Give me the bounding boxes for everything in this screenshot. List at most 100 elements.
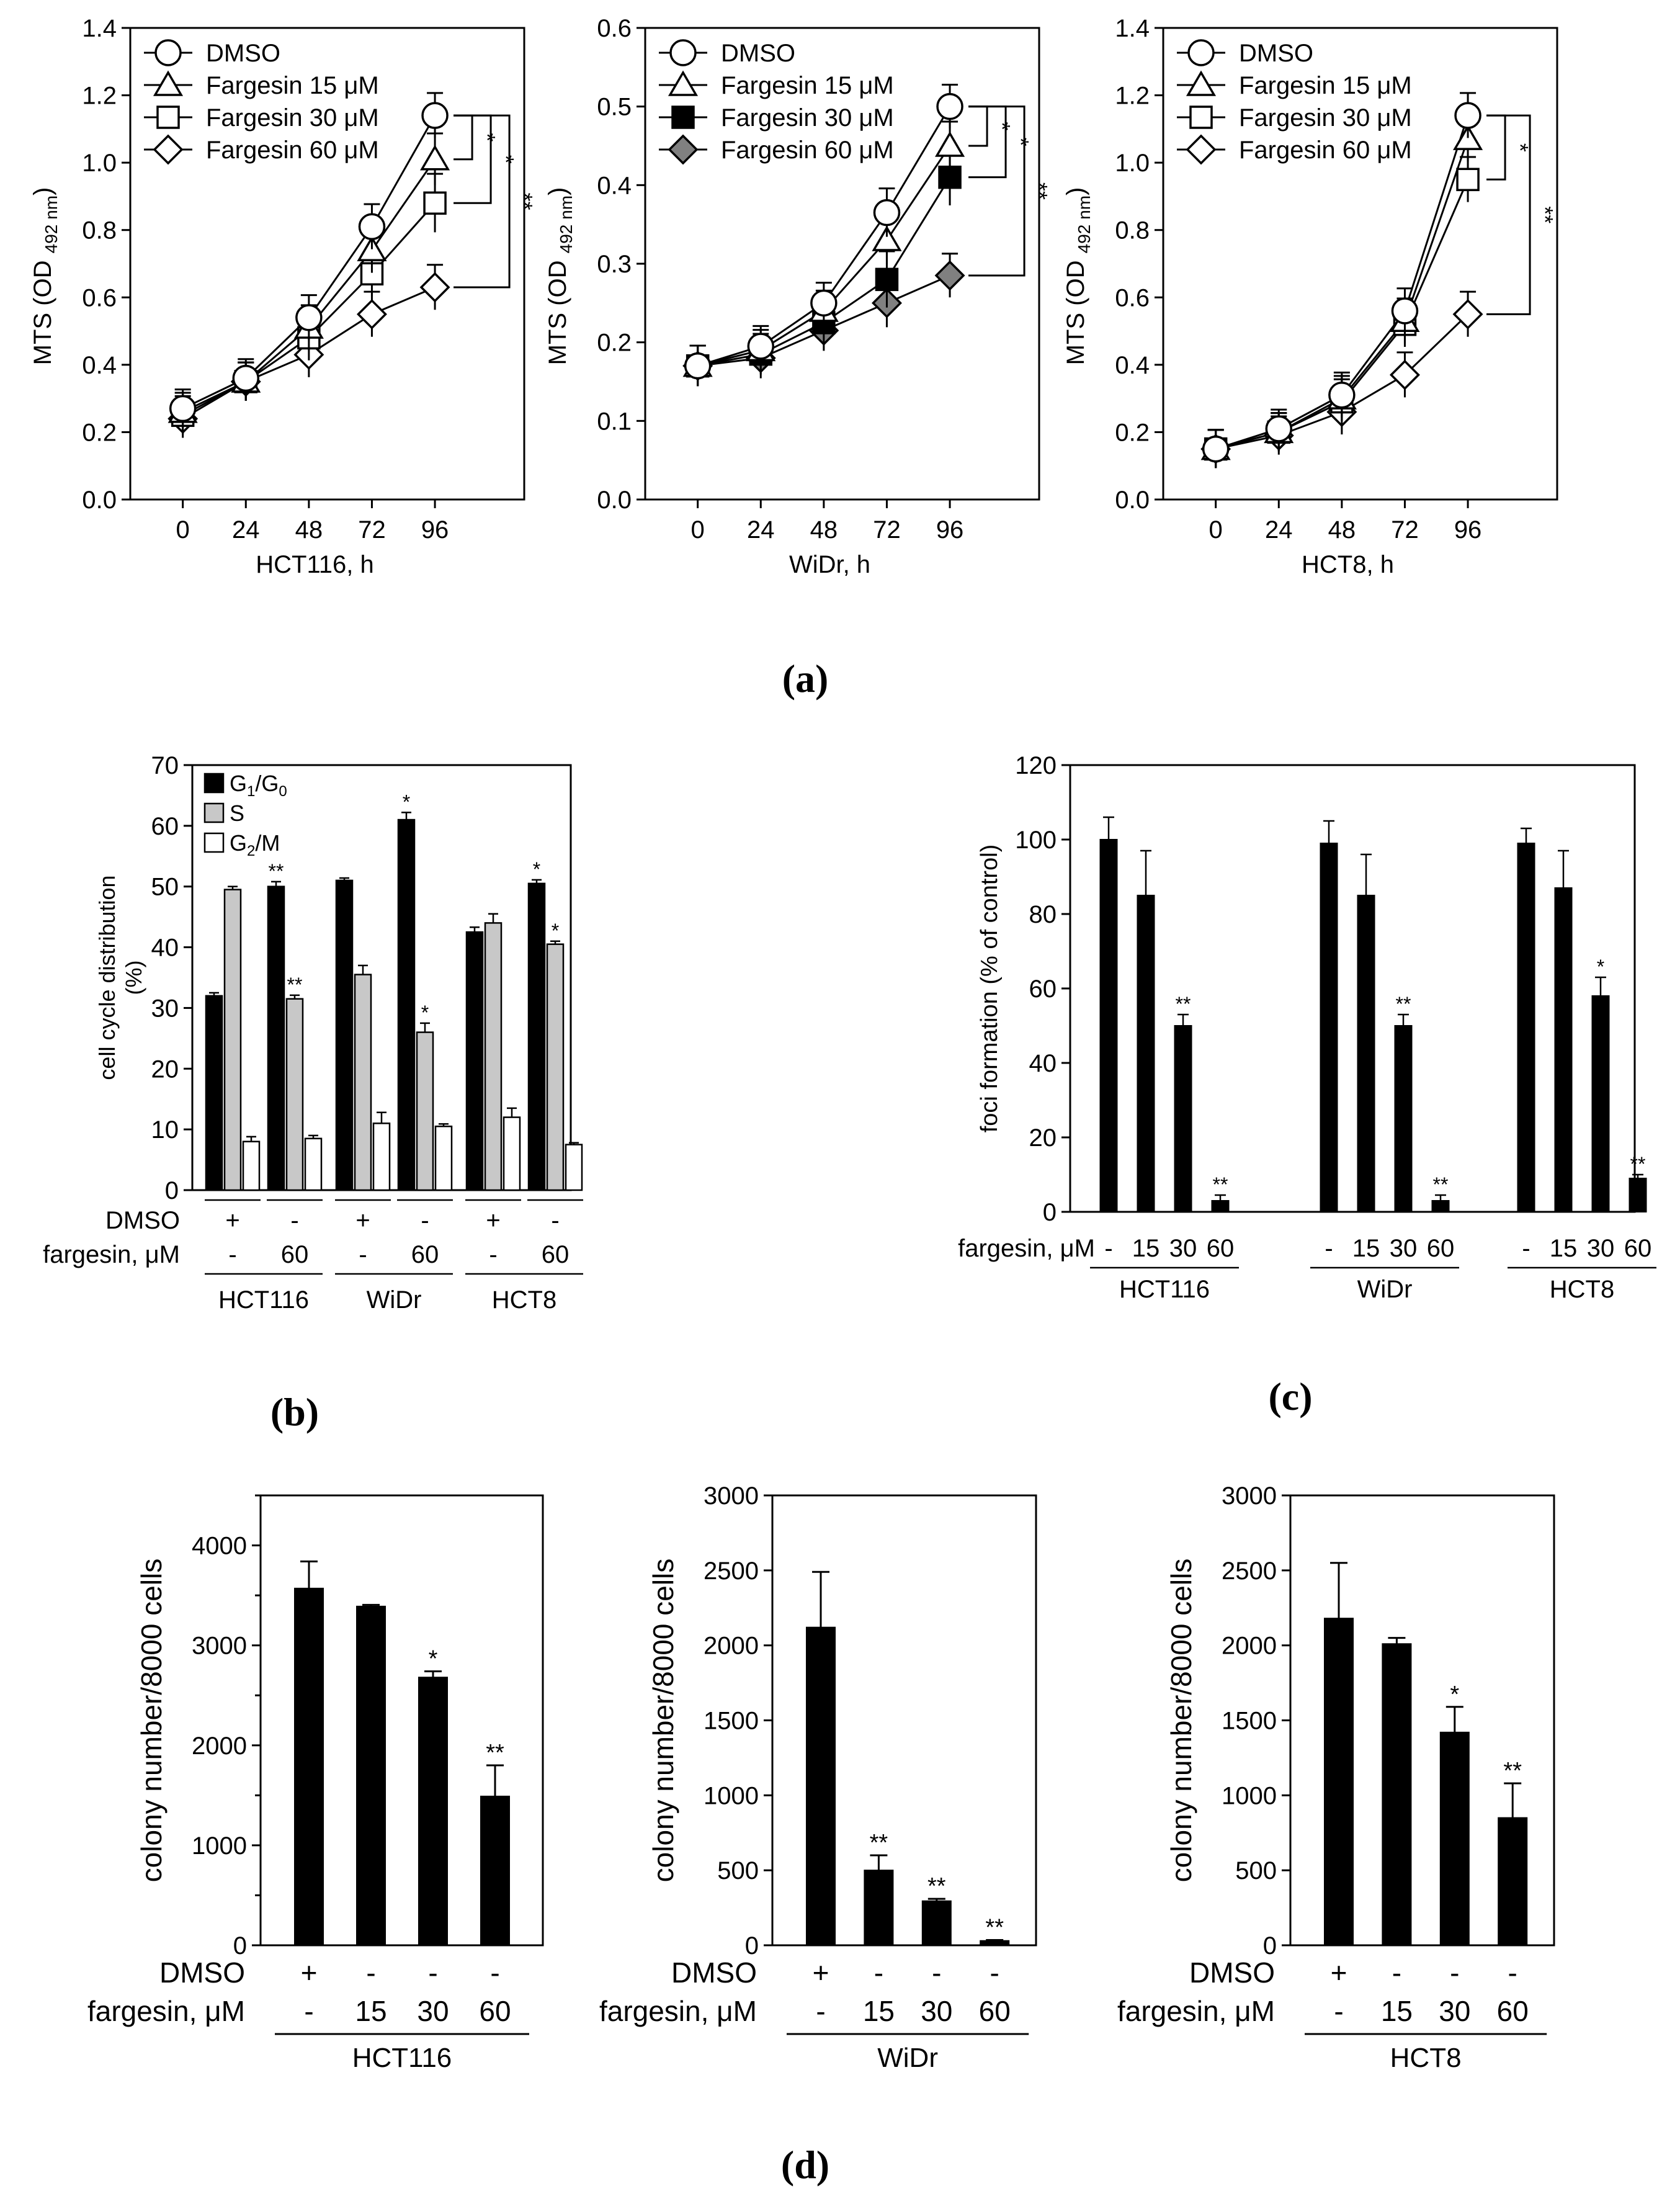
marker-circle <box>1391 297 1419 325</box>
bar <box>465 931 484 1191</box>
y-tick-label: 20 <box>151 1055 179 1083</box>
dose-label: 60 <box>1207 1235 1235 1262</box>
significance-label: ** <box>486 1740 504 1766</box>
y-tick-label: 40 <box>1029 1050 1057 1077</box>
fargesin-value: 30 <box>921 1995 952 2027</box>
significance-bracket <box>968 105 1025 277</box>
significance-label: * <box>1450 1682 1459 1708</box>
y-tick-label: 500 <box>717 1857 759 1884</box>
fargesin-value: - <box>304 1995 313 2027</box>
y-tick-label: 70 <box>151 752 179 779</box>
significance-label: * <box>533 858 540 880</box>
bar <box>1431 1200 1450 1212</box>
significance-bracket <box>454 114 511 289</box>
bar <box>434 1126 453 1191</box>
fargesin-value: 15 <box>1381 1995 1413 2027</box>
row-label-dmso: DMSO <box>1189 1956 1275 1989</box>
marker-square <box>1189 105 1213 129</box>
dmso-value: - <box>551 1207 559 1234</box>
legend-main: G <box>230 830 247 856</box>
dmso-value: - <box>1508 1956 1517 1989</box>
dmso-value: - <box>1392 1956 1401 1989</box>
bar <box>242 1140 261 1191</box>
marker-diamond <box>1186 134 1217 165</box>
marker-circle <box>295 304 323 331</box>
y-tick-label: 3000 <box>1222 1482 1277 1510</box>
y-label-close: ) <box>544 187 571 195</box>
x-axis-label: HCT116, h <box>256 551 373 578</box>
legend-label: G2/M <box>230 830 280 859</box>
bar <box>294 1587 324 1946</box>
panel-label-a: (a) <box>782 656 829 701</box>
y-label-main: MTS (OD <box>29 253 56 365</box>
fargesin-value: - <box>489 1241 497 1268</box>
significance-label: ** <box>1433 1173 1449 1196</box>
bar <box>503 1116 521 1191</box>
y-tick-label: 1.0 <box>1115 150 1150 177</box>
x-tick-label: 0 <box>1209 516 1223 544</box>
y-label-close: ) <box>1062 187 1089 195</box>
bar <box>1439 1731 1470 1946</box>
y-tick-label: 1000 <box>704 1782 759 1809</box>
x-tick-label: 72 <box>1391 516 1419 544</box>
y-tick-label: 0 <box>745 1932 759 1960</box>
legend-label: Fargesin 60 μM <box>1239 137 1412 164</box>
legend-label: S <box>230 800 244 826</box>
row-label-dmso: DMSO <box>671 1956 757 1989</box>
fargesin-value: 30 <box>1439 1995 1470 2027</box>
row-label-fargesin: fargesin, μM <box>599 1995 757 2027</box>
y-tick-label: 0.3 <box>597 251 632 278</box>
legend-label: Fargesin 15 μM <box>721 72 894 99</box>
marker-circle <box>1187 39 1215 66</box>
y-label-close: ) <box>29 187 56 195</box>
y-tick-label: 0.0 <box>82 486 117 514</box>
y-tick-label: 1500 <box>704 1708 759 1735</box>
legend-label: Fargesin 30 μM <box>1239 104 1412 132</box>
row-label-fargesin: fargesin, μM <box>1117 1995 1275 2027</box>
significance-label: ** <box>1503 1758 1522 1784</box>
y-tick-label: 0.6 <box>82 284 117 311</box>
bar <box>565 1144 583 1191</box>
fargesin-value: 15 <box>863 1995 895 2027</box>
y-tick-label: 1.0 <box>82 150 117 177</box>
bar <box>335 879 354 1191</box>
dmso-value: + <box>355 1207 370 1234</box>
y-label-main: MTS (OD <box>1062 253 1089 365</box>
dose-label: 60 <box>1624 1235 1652 1262</box>
y-tick-label: 0.8 <box>1115 217 1150 244</box>
cell-line-label: HCT116 <box>218 1286 309 1314</box>
bar <box>1174 1025 1192 1212</box>
bar <box>356 1605 386 1946</box>
legend-swatch <box>203 802 225 823</box>
bar <box>267 885 285 1191</box>
y-axis-label: MTS (OD 492 nm) <box>544 187 576 365</box>
bar <box>921 1900 952 1946</box>
marker-circle <box>747 333 775 360</box>
row-label-dmso: DMSO <box>105 1207 180 1234</box>
y-tick-label: 0 <box>165 1177 179 1204</box>
cell-line-label: WiDr <box>1357 1276 1413 1303</box>
y-tick-label: 3000 <box>192 1633 247 1660</box>
fargesin-value: 30 <box>417 1995 449 2027</box>
y-tick-label: 0.4 <box>82 352 117 379</box>
bar <box>806 1626 836 1947</box>
fargesin-value: 60 <box>979 1995 1011 2027</box>
y-axis-label: foci formation (% of control) <box>976 845 1003 1133</box>
marker-diamond-gray <box>934 260 965 291</box>
marker-triangle <box>872 225 902 251</box>
cell-line-label: WiDr <box>877 2043 938 2073</box>
significance-label: ** <box>287 974 303 996</box>
marker-diamond <box>153 134 184 165</box>
dmso-value: + <box>301 1956 318 1989</box>
bar <box>354 974 372 1191</box>
bar <box>1382 1643 1412 1946</box>
chart-d-widr: 0 500 1000 1500 2000 2500 3000 colony number/80… <box>599 1482 1037 2073</box>
y-tick-label: 1500 <box>1222 1708 1277 1735</box>
marker-diamond <box>356 298 387 329</box>
row-label-fargesin: fargesin, μM <box>87 1995 245 2027</box>
marker-circle <box>169 395 197 423</box>
marker-circle <box>1328 381 1356 409</box>
y-tick-label: 1.4 <box>82 15 117 42</box>
x-tick-label: 72 <box>358 516 386 544</box>
y-tick-label: 1.2 <box>82 83 117 110</box>
